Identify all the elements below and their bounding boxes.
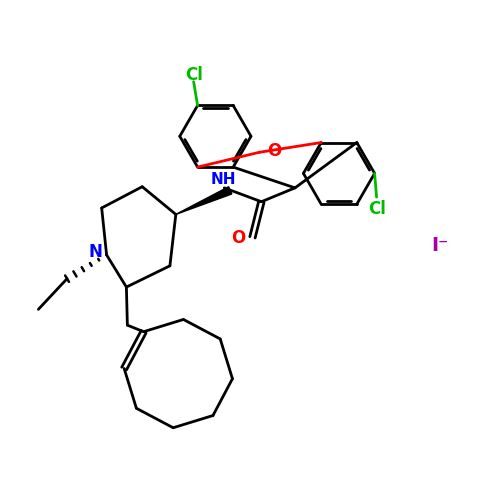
Text: I⁻: I⁻ [432,236,449,255]
Polygon shape [176,186,232,214]
Text: O: O [267,142,281,160]
Text: Cl: Cl [368,200,386,218]
Text: NH: NH [210,172,236,188]
Text: N: N [89,244,102,262]
Text: O: O [232,230,246,248]
Text: Cl: Cl [184,66,202,84]
